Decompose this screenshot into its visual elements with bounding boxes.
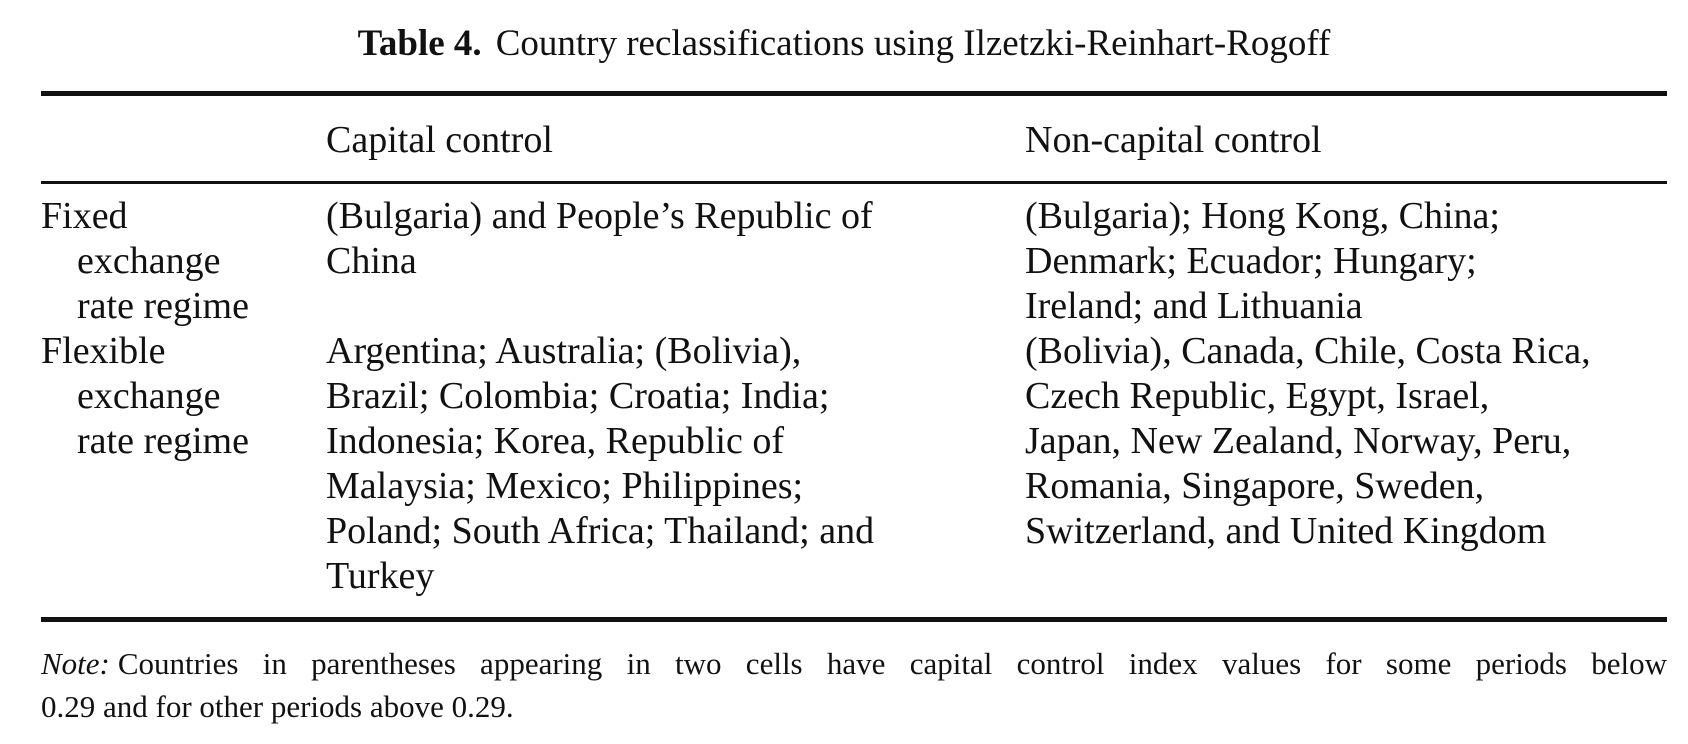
cell-line: Malaysia; Mexico; Philippines; bbox=[326, 465, 804, 507]
cell-line: Turkey bbox=[326, 555, 435, 597]
cell-line: Brazil; Colombia; Croatia; India; bbox=[326, 375, 830, 417]
cell-line: Poland; South Africa; Thailand; and bbox=[326, 510, 875, 552]
note-line-1: Note: Countries in parentheses appearing … bbox=[41, 642, 1667, 685]
cell-fixed-non-capital-control: (Bulgaria); Hong Kong, China; Denmark; E… bbox=[1025, 194, 1500, 329]
row-stub-flexible: Flexible exchange rate regime bbox=[41, 329, 249, 464]
stub-line: exchange bbox=[77, 375, 221, 417]
cell-flexible-non-capital-control: (Bolivia), Canada, Chile, Costa Rica, Cz… bbox=[1025, 329, 1591, 554]
cell-line: (Bulgaria) and People’s Republic of bbox=[326, 195, 873, 237]
stub-line: exchange bbox=[77, 240, 221, 282]
stub-line: rate regime bbox=[77, 420, 249, 462]
stub-line: Flexible bbox=[41, 330, 166, 372]
cell-line: Romania, Singapore, Sweden, bbox=[1025, 465, 1485, 507]
cell-flexible-capital-control: Argentina; Australia; (Bolivia), Brazil;… bbox=[326, 329, 874, 599]
header-capital-control: Capital control bbox=[326, 119, 553, 161]
note-label: Note: bbox=[41, 646, 110, 681]
cell-line: China bbox=[326, 240, 417, 282]
stub-line: Fixed bbox=[41, 195, 128, 237]
bottom-rule bbox=[41, 617, 1667, 622]
note-text-1: Countries in parentheses appearing in tw… bbox=[117, 646, 1667, 681]
cell-line: Ireland; and Lithuania bbox=[1025, 285, 1363, 327]
cell-line: (Bolivia), Canada, Chile, Costa Rica, bbox=[1025, 330, 1591, 372]
header-non-capital-control: Non-capital control bbox=[1025, 119, 1322, 161]
cell-line: Indonesia; Korea, Republic of bbox=[326, 420, 784, 462]
cell-line: Czech Republic, Egypt, Israel, bbox=[1025, 375, 1490, 417]
cell-line: Switzerland, and United Kingdom bbox=[1025, 510, 1547, 552]
header-rule bbox=[41, 181, 1667, 184]
table-label: Table 4. bbox=[357, 23, 482, 64]
cell-line: Japan, New Zealand, Norway, Peru, bbox=[1025, 420, 1572, 462]
table-caption: Table 4. Country reclassifications using … bbox=[0, 22, 1688, 66]
cell-fixed-capital-control: (Bulgaria) and People’s Republic of Chin… bbox=[326, 194, 873, 284]
note-line-2: 0.29 and for other periods above 0.29. bbox=[41, 689, 514, 724]
top-rule bbox=[41, 91, 1667, 96]
stub-line: rate regime bbox=[77, 285, 249, 327]
table-note: Note: Countries in parentheses appearing … bbox=[41, 642, 1667, 728]
cell-line: Denmark; Ecuador; Hungary; bbox=[1025, 240, 1477, 282]
row-stub-fixed: Fixed exchange rate regime bbox=[41, 194, 249, 329]
cell-line: (Bulgaria); Hong Kong, China; bbox=[1025, 195, 1500, 237]
table-title: Country reclassifications using Ilzetzki… bbox=[495, 23, 1331, 64]
cell-line: Argentina; Australia; (Bolivia), bbox=[326, 330, 802, 372]
